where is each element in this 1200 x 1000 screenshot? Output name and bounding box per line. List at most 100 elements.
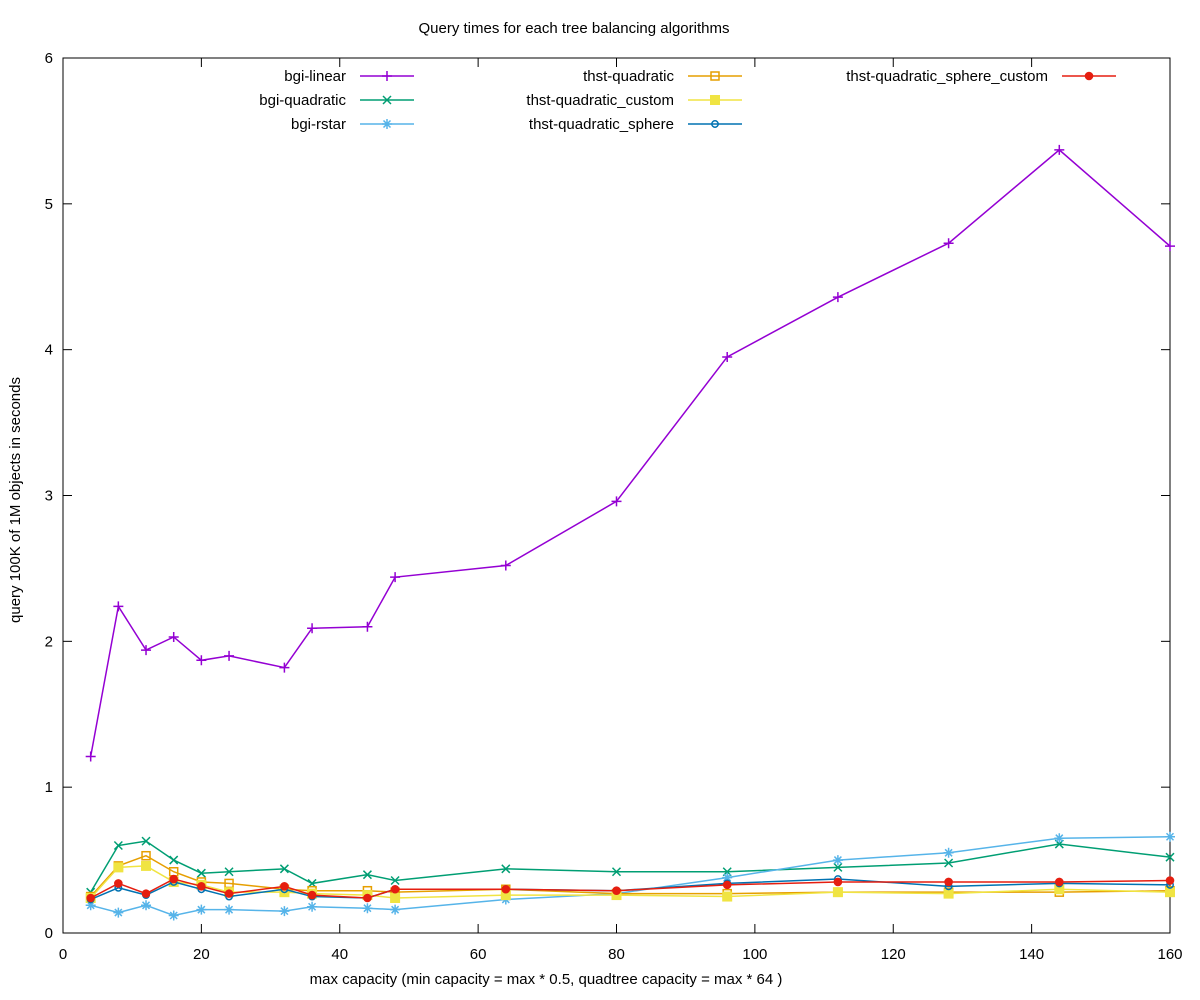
legend-entry-bgi-rstar: bgi-rstar (291, 116, 414, 133)
square-filled-marker (710, 95, 720, 105)
circle-filled-marker (114, 879, 123, 888)
circle-filled-marker (612, 886, 621, 896)
legend-entry-thst-quadratic: thst-quadratic (583, 68, 742, 85)
square-open-marker (141, 850, 151, 861)
plot-border (62, 57, 1171, 934)
circle-filled-marker (944, 877, 953, 887)
series-bgi-rstar (85, 831, 1175, 921)
legend-label: thst-quadratic_custom (526, 92, 674, 109)
asterisk-marker (943, 847, 954, 858)
plus-marker (113, 601, 124, 612)
asterisk-marker (832, 855, 843, 866)
cross-marker (113, 840, 123, 851)
square-open-marker (710, 71, 720, 81)
plus-marker (141, 645, 152, 656)
circle-filled-marker (307, 890, 317, 900)
legend-entry-bgi-quadratic: bgi-quadratic (259, 92, 414, 109)
asterisk-marker (362, 903, 373, 914)
legend-entry-thst-quadratic_sphere_custom: thst-quadratic_sphere_custom (846, 68, 1116, 85)
series-line (90, 836, 1171, 917)
y-tick-label: 1 (45, 779, 53, 796)
cross-marker (362, 870, 372, 880)
asterisk-marker (141, 900, 152, 911)
circle-filled-marker (224, 889, 234, 898)
plus-marker (832, 292, 843, 303)
plus-marker (362, 621, 373, 632)
plus-marker (196, 655, 207, 666)
cross-marker (382, 95, 392, 105)
x-tick-label: 60 (470, 946, 487, 963)
plus-marker (611, 496, 622, 507)
legend-label: bgi-rstar (291, 116, 346, 133)
y-ticks: 0 1 2 3 4 5 6 (45, 50, 1170, 942)
cross-marker (944, 858, 954, 868)
asterisk-marker (113, 907, 124, 918)
legend-label: bgi-quadratic (259, 92, 346, 109)
y-tick-label: 4 (45, 342, 53, 359)
square-filled-marker (113, 862, 124, 873)
x-ticks: 0 20 40 60 80 100 120 140 160 (59, 58, 1183, 963)
y-tick-label: 3 (45, 488, 53, 505)
chart-title: Query times for each tree balancing algo… (419, 20, 730, 37)
legend-entry-bgi-linear: bgi-linear (284, 68, 414, 85)
square-filled-marker (390, 893, 401, 903)
plus-marker (1054, 144, 1065, 155)
x-axis-label: max capacity (min capacity = max * 0.5, … (310, 971, 783, 988)
cross-marker (833, 862, 843, 872)
x-tick-label: 140 (1019, 946, 1044, 963)
cross-marker (196, 868, 206, 878)
asterisk-marker (196, 904, 207, 915)
cross-marker (224, 867, 234, 877)
plus-marker (382, 71, 392, 81)
asterisk-marker (1054, 833, 1065, 844)
x-tick-label: 0 (59, 946, 67, 963)
x-tick-label: 40 (331, 946, 348, 963)
legend-label: thst-quadratic (583, 68, 674, 85)
x-tick-label: 120 (881, 946, 906, 963)
plot-area: 0 20 40 60 80 100 120 140 160 0 1 2 3 4 5 6 (45, 50, 1183, 963)
asterisk-marker (390, 904, 401, 915)
plus-marker (85, 751, 96, 762)
circle-filled-marker (501, 884, 511, 894)
cross-marker (169, 855, 179, 865)
series-bgi-quadratic (86, 836, 1175, 897)
x-tick-label: 100 (742, 946, 767, 963)
y-tick-label: 5 (45, 196, 53, 213)
square-filled-marker (1165, 887, 1175, 898)
cross-marker (501, 864, 511, 874)
y-axis-label: query 100K of 1M objects in seconds (7, 377, 24, 623)
circle-filled-marker (169, 874, 178, 884)
circle-filled-marker (197, 882, 206, 891)
asterisk-marker (85, 900, 96, 911)
plus-marker (307, 623, 318, 634)
circle-filled-marker (141, 889, 151, 898)
cross-marker (390, 875, 400, 886)
series-line (89, 148, 1171, 757)
circle-filled-marker (833, 877, 843, 887)
asterisk-marker (307, 901, 318, 912)
square-filled-marker (943, 888, 954, 899)
plus-marker (722, 351, 733, 362)
circle-filled-marker (390, 884, 400, 894)
cross-marker (279, 864, 289, 874)
asterisk-marker (382, 119, 392, 129)
legend-label: bgi-linear (284, 68, 346, 85)
y-tick-label: 6 (45, 50, 53, 67)
cross-marker (1165, 852, 1175, 862)
circle-filled-marker (363, 893, 372, 903)
x-tick-label: 20 (193, 946, 210, 963)
circle-open-marker (711, 120, 719, 128)
asterisk-marker (168, 910, 179, 921)
plus-marker (224, 650, 235, 661)
square-filled-marker (832, 887, 843, 898)
circle-filled-marker (1084, 71, 1094, 81)
plus-marker (168, 631, 179, 642)
plus-marker (943, 238, 954, 249)
circle-filled-marker (1055, 877, 1064, 887)
plus-marker (1165, 241, 1175, 252)
square-filled-marker (141, 860, 152, 871)
circle-filled-marker (1165, 876, 1175, 885)
cross-marker (611, 867, 622, 877)
